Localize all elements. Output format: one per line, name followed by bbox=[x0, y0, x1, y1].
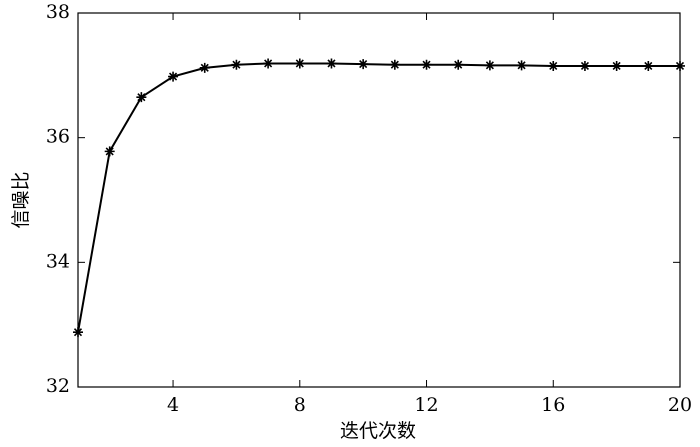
x-axis-label: 迭代次数 bbox=[340, 420, 416, 442]
asterisk-marker bbox=[326, 58, 337, 69]
plot-frame bbox=[77, 12, 681, 388]
x-tick-label: 20 bbox=[668, 394, 692, 416]
asterisk-marker bbox=[643, 60, 654, 71]
y-tick-label: 36 bbox=[46, 126, 70, 148]
asterisk-marker bbox=[516, 60, 527, 71]
asterisk-marker bbox=[453, 59, 464, 70]
x-tick-label: 8 bbox=[294, 394, 306, 416]
asterisk-marker bbox=[389, 59, 400, 70]
asterisk-marker bbox=[358, 59, 369, 70]
x-tick-label: 12 bbox=[414, 394, 438, 416]
asterisk-marker bbox=[294, 58, 305, 69]
y-tick-label: 38 bbox=[46, 1, 70, 23]
data-line bbox=[77, 62, 680, 333]
asterisk-marker bbox=[168, 71, 179, 82]
x-tick-label: 4 bbox=[167, 394, 179, 416]
y-tick-label: 32 bbox=[46, 375, 70, 397]
asterisk-marker bbox=[548, 60, 559, 71]
asterisk-marker bbox=[579, 60, 590, 71]
asterisk-marker bbox=[484, 60, 495, 71]
y-axis-label: 信噪比 bbox=[10, 171, 32, 228]
asterisk-marker bbox=[675, 60, 685, 71]
asterisk-marker bbox=[611, 60, 622, 71]
asterisk-marker bbox=[421, 59, 432, 70]
asterisk-marker bbox=[199, 62, 210, 73]
asterisk-marker bbox=[104, 146, 115, 157]
asterisk-marker bbox=[73, 327, 83, 338]
y-tick-label: 34 bbox=[46, 250, 70, 272]
asterisk-marker bbox=[136, 92, 147, 103]
asterisk-marker bbox=[231, 59, 242, 70]
asterisk-marker bbox=[263, 58, 274, 69]
x-tick-label: 16 bbox=[541, 394, 565, 416]
